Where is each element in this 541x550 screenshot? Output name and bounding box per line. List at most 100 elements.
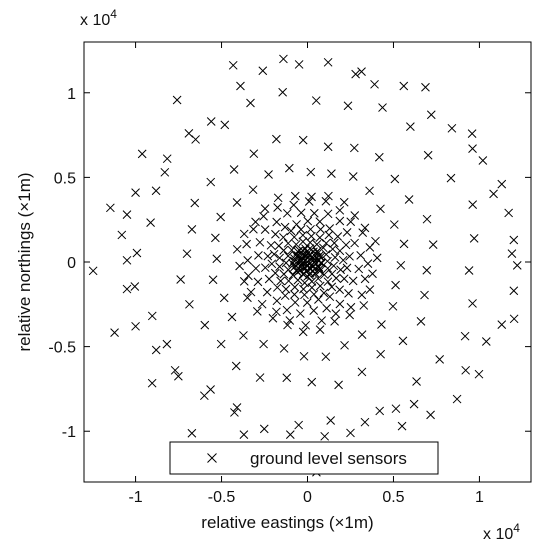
data-point — [229, 165, 239, 174]
data-point — [271, 229, 280, 239]
data-point — [329, 261, 339, 271]
data-point — [182, 249, 192, 259]
data-point — [464, 266, 474, 275]
data-point — [315, 325, 325, 334]
data-point — [274, 241, 284, 251]
data-point — [388, 301, 398, 311]
data-point — [390, 174, 400, 184]
data-point — [365, 285, 375, 295]
data-point — [375, 406, 385, 416]
data-point — [184, 129, 194, 138]
data-point — [299, 351, 309, 361]
data-point — [208, 275, 218, 285]
data-point — [326, 416, 336, 425]
data-point — [199, 391, 209, 401]
data-point — [231, 361, 241, 371]
data-point — [350, 211, 360, 220]
data-point — [280, 291, 290, 301]
data-point — [446, 173, 456, 183]
data-point — [263, 251, 273, 261]
data-point — [162, 339, 172, 349]
data-point — [132, 248, 142, 258]
data-point — [292, 266, 301, 275]
data-point — [305, 244, 315, 253]
data-point — [507, 249, 517, 258]
data-point — [335, 285, 345, 295]
data-point — [294, 60, 304, 69]
data-point — [117, 230, 127, 240]
data-point — [243, 255, 253, 265]
data-point — [335, 216, 345, 226]
data-point — [343, 101, 353, 111]
data-point — [249, 149, 259, 159]
data-point — [259, 339, 268, 349]
data-point — [318, 243, 328, 253]
data-point — [344, 288, 353, 298]
data-point — [219, 293, 229, 303]
data-point — [357, 67, 366, 76]
data-point — [190, 198, 200, 208]
data-point — [396, 260, 406, 270]
data-point — [216, 339, 226, 349]
data-point — [162, 154, 172, 164]
data-point — [333, 232, 343, 241]
data-point — [122, 284, 132, 294]
data-point — [130, 282, 140, 291]
data-point — [275, 253, 284, 263]
data-point — [257, 299, 267, 309]
data-point — [206, 117, 216, 126]
data-point — [474, 369, 484, 379]
data-point — [239, 331, 248, 340]
data-point — [509, 235, 519, 245]
data-point — [172, 95, 182, 105]
data-point — [481, 337, 491, 346]
data-point — [345, 251, 354, 261]
data-point — [509, 314, 519, 324]
data-point — [399, 81, 409, 91]
data-point — [422, 265, 432, 275]
data-point — [122, 210, 132, 219]
data-point — [360, 274, 370, 284]
data-point — [325, 292, 335, 302]
x-tick-label: 1 — [475, 489, 484, 506]
data-point — [255, 237, 265, 247]
y-tick-label: -1 — [62, 424, 76, 441]
data-point — [478, 156, 488, 165]
data-point — [285, 316, 295, 325]
data-point — [339, 197, 349, 207]
data-point — [315, 233, 325, 242]
data-point — [251, 217, 260, 227]
data-point — [321, 238, 331, 248]
y-axis-label: relative northings (×1m) — [15, 172, 34, 351]
data-point — [288, 259, 297, 268]
data-point — [504, 208, 514, 218]
data-point — [327, 282, 337, 292]
x-tick-label: -0.5 — [208, 489, 236, 506]
data-point — [151, 186, 161, 196]
data-point — [246, 287, 256, 297]
data-point — [346, 302, 356, 312]
data-point — [339, 274, 349, 284]
data-point — [273, 193, 283, 203]
data-point — [259, 424, 269, 434]
data-point — [311, 96, 321, 105]
data-point — [272, 283, 282, 292]
data-point — [309, 306, 319, 316]
data-point — [497, 179, 507, 189]
data-point — [452, 394, 462, 404]
y-tick-label: 1 — [67, 86, 76, 103]
data-point — [242, 239, 251, 249]
data-point — [435, 354, 445, 364]
data-point — [307, 283, 317, 292]
data-point — [272, 134, 281, 144]
data-point — [336, 265, 346, 275]
data-point — [327, 169, 336, 179]
data-point — [290, 290, 299, 299]
data-point — [211, 233, 220, 243]
data-point — [309, 289, 319, 299]
data-point — [260, 263, 270, 273]
data-point — [131, 188, 140, 197]
data-point — [137, 149, 147, 159]
data-point — [220, 120, 230, 130]
data-point — [272, 217, 282, 227]
